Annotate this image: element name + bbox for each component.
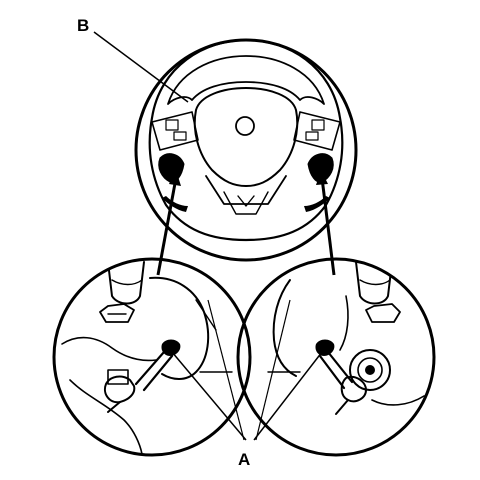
right-switch-panel — [293, 111, 341, 151]
right-switch-button — [311, 119, 325, 131]
right-access-hole — [307, 153, 334, 183]
hub-cover-left — [149, 276, 210, 380]
steering-wheel-rim — [148, 38, 344, 242]
left-rim-shade — [162, 196, 188, 212]
right-detail-view — [236, 257, 436, 457]
lower-spoke-inner — [223, 191, 269, 215]
wheel-detail-frame — [134, 38, 358, 262]
lower-spoke-notch — [237, 195, 255, 207]
steering-wheel-view — [134, 38, 358, 262]
left-switch-panel — [151, 111, 199, 151]
screwdriver-left — [134, 350, 174, 392]
right-detail-frame — [236, 257, 436, 457]
clip-screw-right — [315, 339, 335, 356]
clip-screw-left — [161, 339, 181, 356]
left-detail-frame — [52, 257, 252, 457]
callout-b-leader — [93, 31, 189, 103]
hub-cover-right — [272, 279, 297, 377]
left-switch-button — [165, 119, 179, 131]
emblem-icon — [235, 116, 255, 136]
lower-spoke — [205, 175, 287, 205]
wheel-inner-opening — [167, 55, 325, 105]
screwdriver-right — [318, 350, 354, 390]
left-detail-view — [52, 257, 252, 457]
column-boot-left — [107, 261, 145, 305]
right-switch-button-2 — [305, 131, 319, 141]
callout-a-leaders — [171, 299, 323, 441]
bracket-right — [365, 303, 401, 323]
left-switch-button-2 — [173, 131, 187, 141]
callout-label-b: B — [77, 16, 90, 35]
bracket-left — [99, 303, 135, 323]
callout-label-a: A — [238, 450, 251, 469]
airbag-hub — [193, 87, 299, 187]
column-boot-right — [355, 261, 393, 305]
connector-right — [349, 349, 391, 391]
